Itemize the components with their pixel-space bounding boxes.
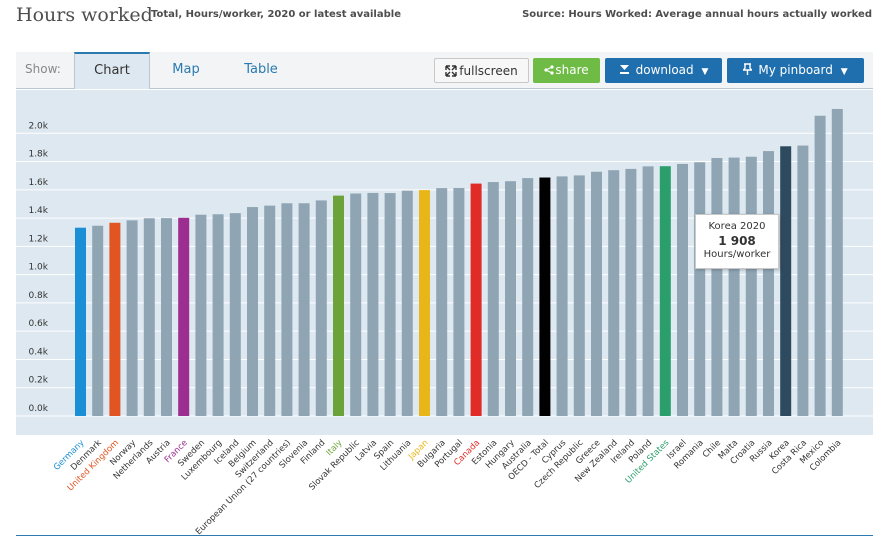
y-tick-label: 1.4k: [28, 206, 48, 216]
bar-italy[interactable]: [333, 195, 344, 416]
bar-australia[interactable]: [522, 178, 534, 416]
y-tick-label: 1.0k: [28, 263, 48, 273]
bar-chile[interactable]: [711, 158, 723, 417]
bar-spain[interactable]: [384, 193, 396, 416]
bar-czech-republic[interactable]: [573, 175, 585, 416]
bar-belgium[interactable]: [247, 207, 258, 416]
pin-icon: [742, 59, 754, 84]
download-icon: [619, 59, 630, 84]
bar-oecd-total[interactable]: [539, 177, 551, 416]
bar-austria[interactable]: [161, 218, 172, 416]
bar-united-states[interactable]: [659, 166, 671, 416]
bar-bulgaria[interactable]: [436, 188, 448, 416]
bar-cyprus[interactable]: [556, 176, 568, 416]
tab-chart[interactable]: Chart: [74, 52, 150, 89]
bar-japan[interactable]: [419, 190, 430, 416]
bottom-divider: [16, 535, 873, 536]
bar-germany[interactable]: [75, 227, 86, 416]
bar-sweden[interactable]: [195, 214, 207, 416]
bar-finland[interactable]: [315, 200, 327, 416]
bar-united-kingdom[interactable]: [109, 222, 121, 416]
bar-korea[interactable]: [780, 146, 792, 416]
bar-iceland[interactable]: [229, 213, 241, 416]
y-tick-label: 0.4k: [28, 347, 48, 357]
y-tick-label: 0.0k: [28, 404, 48, 414]
bar-denmark[interactable]: [92, 225, 104, 416]
y-tick-label: 2.0k: [28, 121, 48, 131]
y-tick-label: 1.8k: [28, 150, 48, 160]
bar-slovenia[interactable]: [298, 203, 310, 416]
source-note: Source: Hours Worked: Average annual hou…: [522, 9, 872, 20]
caret-down-icon: ▼: [701, 67, 709, 77]
bar-ireland[interactable]: [625, 168, 637, 416]
bar-european-union-27-countries-[interactable]: [281, 203, 293, 416]
y-tick-label: 1.2k: [28, 234, 48, 244]
bar-costa-rica[interactable]: [797, 145, 809, 417]
fullscreen-button[interactable]: fullscreen: [434, 58, 529, 83]
header: Hours worked Total, Hours/worker, 2020 o…: [0, 0, 884, 34]
fullscreen-label: fullscreen: [459, 64, 518, 78]
pinboard-label: My pinboard: [758, 63, 833, 77]
bar-luxembourg[interactable]: [212, 214, 224, 416]
bar-slovak-republic[interactable]: [350, 193, 362, 416]
y-tick-label: 0.6k: [28, 319, 48, 329]
y-tick-label: 0.2k: [28, 376, 48, 386]
y-tick-label: 0.8k: [28, 291, 48, 301]
bar-portugal[interactable]: [453, 187, 465, 416]
bar-latvia[interactable]: [367, 192, 379, 416]
bar-colombia[interactable]: [831, 108, 843, 416]
caret-down-icon: ▼: [840, 67, 848, 77]
bar-norway[interactable]: [126, 220, 138, 416]
bar-russia[interactable]: [763, 151, 774, 417]
bar-lithuania[interactable]: [401, 190, 413, 416]
bar-new-zealand[interactable]: [608, 170, 620, 416]
tab-map[interactable]: Map: [172, 62, 200, 77]
tooltip-unit: Hours/worker: [703, 249, 771, 260]
page-title: Hours worked: [16, 4, 153, 26]
bar-israel[interactable]: [677, 163, 688, 416]
bar-malta[interactable]: [728, 157, 740, 416]
share-icon: [544, 59, 554, 84]
share-button[interactable]: share: [533, 58, 600, 83]
pinboard-button[interactable]: My pinboard ▼: [727, 58, 864, 83]
share-label: share: [555, 63, 589, 77]
bar-switzerland[interactable]: [264, 205, 276, 416]
chart-tooltip: Korea 2020 1 908 Hours/worker: [695, 214, 779, 269]
tooltip-name: Korea 2020: [708, 221, 766, 232]
chart-toolbar: Show: Chart Map Table fullscreen share d…: [16, 52, 873, 89]
show-label: Show:: [25, 62, 61, 76]
expand-icon: [445, 61, 457, 86]
bar-croatia[interactable]: [745, 156, 757, 417]
bar-france[interactable]: [178, 217, 190, 416]
bar-mexico[interactable]: [814, 115, 826, 416]
bar-estonia[interactable]: [487, 182, 499, 416]
bar-greece[interactable]: [591, 171, 602, 416]
bar-netherlands[interactable]: [143, 218, 155, 416]
tab-table[interactable]: Table: [244, 62, 278, 77]
y-tick-label: 1.6k: [28, 178, 48, 188]
download-label: download: [635, 63, 694, 77]
bar-poland[interactable]: [642, 166, 654, 416]
download-button[interactable]: download ▼: [605, 58, 722, 83]
tooltip-value: 1 908: [718, 234, 756, 248]
page-subtitle: Total, Hours/worker, 2020 or latest avai…: [151, 9, 401, 20]
bar-canada[interactable]: [470, 183, 482, 416]
bar-hungary[interactable]: [505, 181, 516, 416]
bar-romania[interactable]: [694, 162, 706, 416]
